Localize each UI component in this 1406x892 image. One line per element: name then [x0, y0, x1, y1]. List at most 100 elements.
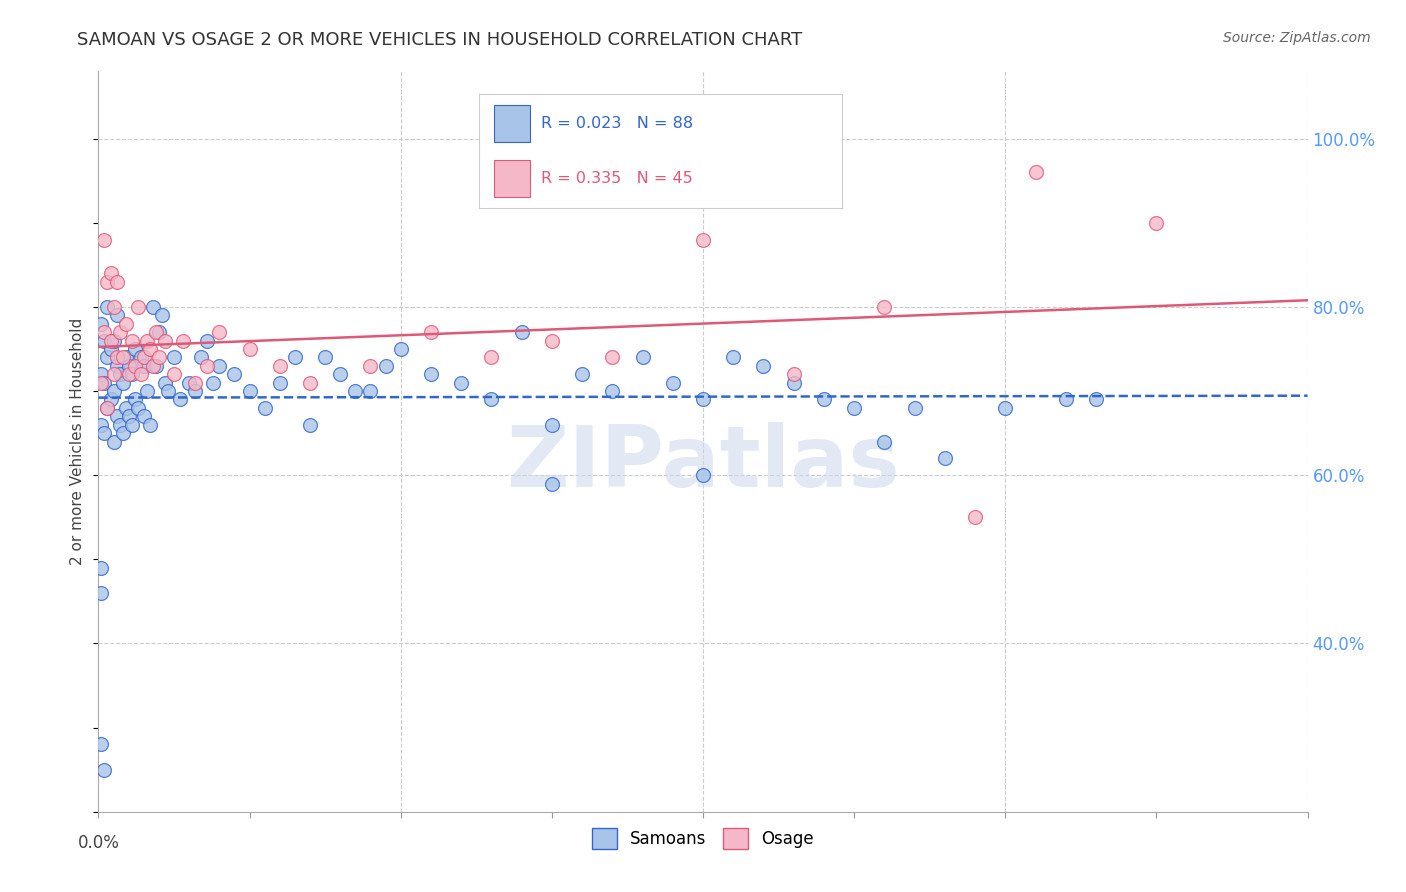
Point — [142, 359, 165, 373]
Point — [93, 233, 115, 247]
Point — [96, 275, 118, 289]
Point — [783, 368, 806, 382]
Point — [631, 351, 654, 365]
Point — [184, 376, 207, 390]
Point — [169, 392, 191, 407]
Point — [208, 359, 231, 373]
Point — [163, 368, 186, 382]
Point — [783, 376, 806, 390]
Point — [127, 300, 149, 314]
Point — [105, 359, 128, 373]
Point — [96, 351, 118, 365]
Point — [90, 738, 112, 752]
Point — [150, 309, 173, 323]
Point — [156, 384, 179, 398]
Point — [103, 300, 125, 314]
Point — [139, 417, 162, 432]
Point — [124, 359, 146, 373]
Point — [90, 317, 112, 331]
Point — [344, 384, 367, 398]
Point — [132, 359, 155, 373]
Point — [103, 334, 125, 348]
Point — [202, 376, 225, 390]
Point — [269, 359, 291, 373]
Point — [692, 468, 714, 483]
Point — [284, 351, 307, 365]
Point — [118, 368, 141, 382]
Point — [103, 368, 125, 382]
Point — [269, 376, 291, 390]
Point — [360, 384, 382, 398]
Point — [1144, 216, 1167, 230]
Point — [108, 417, 131, 432]
Point — [723, 351, 745, 365]
Point — [481, 392, 503, 407]
Point — [360, 359, 382, 373]
Point — [93, 325, 115, 339]
Point — [314, 351, 336, 365]
Point — [195, 359, 218, 373]
Point — [299, 417, 322, 432]
Point — [90, 586, 112, 600]
Point — [904, 401, 927, 415]
Point — [873, 434, 896, 449]
Point — [105, 351, 128, 365]
Point — [114, 351, 136, 365]
Point — [172, 334, 194, 348]
Point — [374, 359, 396, 373]
Point — [153, 334, 176, 348]
Point — [93, 426, 115, 441]
Point — [129, 368, 152, 382]
Point — [96, 401, 118, 415]
Legend: Samoans, Osage: Samoans, Osage — [585, 822, 821, 855]
Point — [90, 368, 112, 382]
Point — [108, 325, 131, 339]
Text: Source: ZipAtlas.com: Source: ZipAtlas.com — [1223, 31, 1371, 45]
Point — [602, 351, 624, 365]
Point — [1024, 165, 1046, 179]
Point — [844, 401, 866, 415]
Point — [108, 368, 131, 382]
Point — [118, 409, 141, 424]
Point — [114, 401, 136, 415]
Point — [132, 351, 155, 365]
Point — [93, 376, 115, 390]
Point — [124, 342, 146, 356]
Point — [510, 325, 533, 339]
Point — [121, 368, 143, 382]
Point — [163, 351, 186, 365]
Point — [299, 376, 322, 390]
Point — [184, 384, 207, 398]
Point — [139, 342, 162, 356]
Point — [934, 451, 956, 466]
Point — [239, 384, 262, 398]
Point — [994, 401, 1017, 415]
Point — [540, 417, 562, 432]
Point — [100, 392, 122, 407]
Point — [111, 426, 134, 441]
Point — [873, 300, 896, 314]
Point — [195, 334, 218, 348]
Point — [93, 334, 115, 348]
Point — [103, 384, 125, 398]
Point — [105, 309, 128, 323]
Point — [752, 359, 775, 373]
Point — [96, 300, 118, 314]
Point — [692, 392, 714, 407]
Point — [540, 334, 562, 348]
Point — [179, 376, 201, 390]
Text: SAMOAN VS OSAGE 2 OR MORE VEHICLES IN HOUSEHOLD CORRELATION CHART: SAMOAN VS OSAGE 2 OR MORE VEHICLES IN HO… — [77, 31, 803, 49]
Point — [450, 376, 472, 390]
Point — [224, 368, 246, 382]
Point — [100, 342, 122, 356]
Point — [93, 763, 115, 777]
Point — [135, 384, 157, 398]
Point — [148, 351, 170, 365]
Point — [1085, 392, 1108, 407]
Point — [105, 409, 128, 424]
Point — [103, 434, 125, 449]
Text: ZIPatlas: ZIPatlas — [506, 422, 900, 505]
Point — [571, 368, 593, 382]
Point — [813, 392, 835, 407]
Point — [127, 401, 149, 415]
